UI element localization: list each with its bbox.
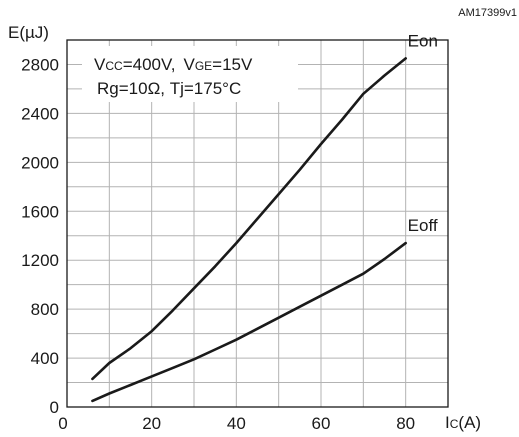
- conditions-background: [82, 46, 298, 102]
- vge-subscript: GE: [195, 59, 212, 73]
- x-tick-label: 20: [142, 414, 161, 433]
- figure-code: AM17399v1: [458, 7, 517, 19]
- series-labels: Eon Eoff: [408, 31, 438, 235]
- y-tick-label: 1200: [21, 251, 59, 270]
- series-label-eon: Eon: [408, 31, 438, 50]
- x-axis-label-main: I: [445, 413, 450, 432]
- y-tick-label: 0: [50, 398, 59, 417]
- x-tick-label: 80: [396, 414, 415, 433]
- series-lines: [91, 57, 408, 403]
- x-tick-label: 40: [227, 414, 246, 433]
- y-tick-label: 2000: [21, 153, 59, 172]
- vcc-symbol: V: [94, 55, 106, 74]
- x-axis-label-sub: C: [450, 417, 459, 431]
- x-axis-label: IC(A): [445, 413, 481, 432]
- vcc-subscript: CC: [105, 59, 123, 73]
- y-tick-label: 2400: [21, 104, 59, 123]
- x-tick-label: 60: [312, 414, 331, 433]
- series-line-eon: [91, 57, 408, 381]
- conditions-line-1: VCC=400V, VGE=15V: [94, 55, 253, 74]
- y-tick-label: 1600: [21, 202, 59, 221]
- vge-symbol: V: [183, 55, 195, 74]
- tick-labels: 0 400 800 1200 1600 2000 2400 2800 0 20 40 60 80: [21, 55, 415, 433]
- series-line-eoff: [91, 241, 408, 403]
- y-tick-label: 2800: [21, 55, 59, 74]
- conditions-line-2: Rg=10Ω, Tj=175°C: [97, 79, 241, 98]
- conditions-box: VCC=400V, VGE=15V Rg=10Ω, Tj=175°C: [82, 46, 298, 102]
- x-axis-label-unit: (A): [458, 413, 481, 432]
- vge-value: =15V: [212, 55, 253, 74]
- series-label-eoff: Eoff: [408, 216, 438, 235]
- y-tick-label: 800: [31, 300, 59, 319]
- plot-frame: [66, 39, 449, 408]
- y-tick-label: 400: [31, 349, 59, 368]
- x-tick-label: 0: [58, 414, 67, 433]
- y-axis-label: E(µJ): [8, 23, 49, 42]
- vcc-value: =400V,: [123, 55, 176, 74]
